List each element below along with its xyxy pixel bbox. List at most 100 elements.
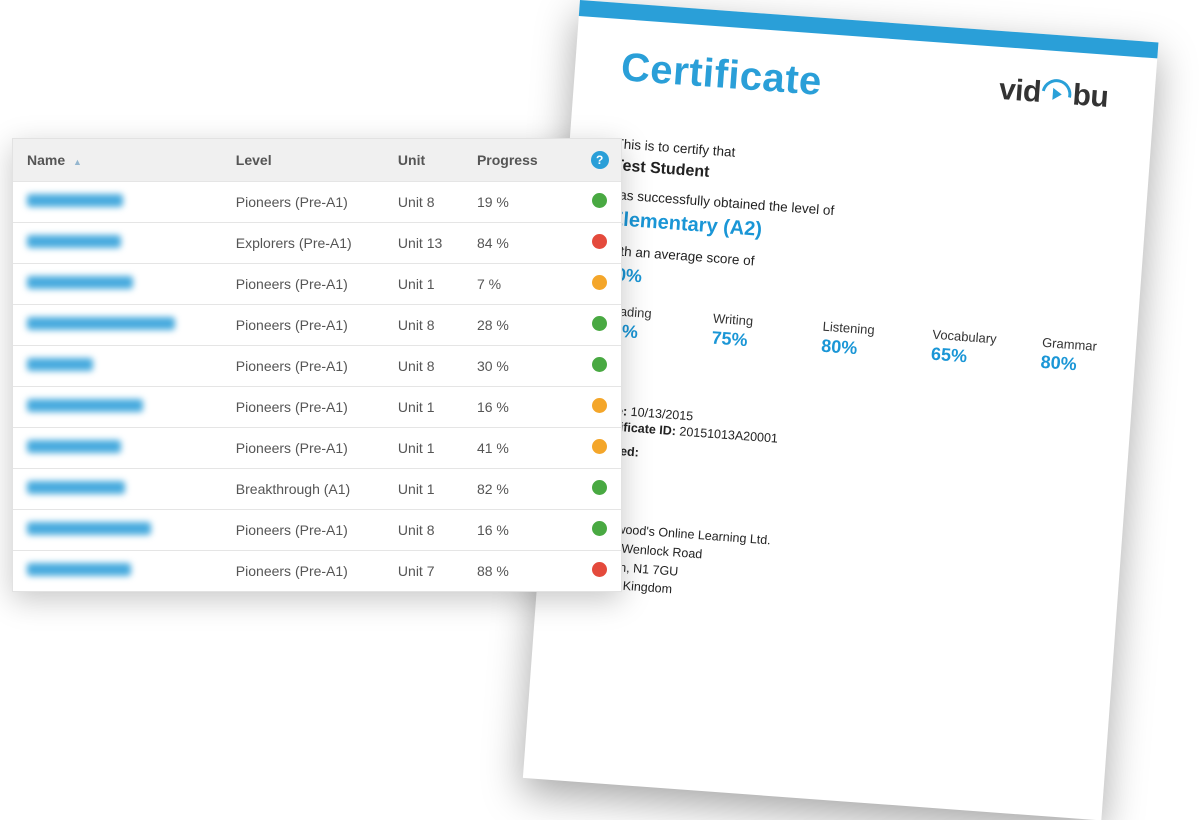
col-level[interactable]: Level [226,139,388,182]
blurred-name [27,522,151,535]
col-name-label: Name [27,152,65,168]
vidobu-logo: vid bu [998,73,1110,115]
cell-unit: Unit 1 [388,264,467,305]
table-row[interactable]: Pioneers (Pre-A1)Unit 788 % [13,551,621,592]
cell-progress: 16 % [467,387,578,428]
blurred-name [27,358,93,371]
cell-progress: 88 % [467,551,578,592]
blurred-name [27,481,125,494]
cell-name[interactable] [13,510,226,551]
table-row[interactable]: Pioneers (Pre-A1)Unit 141 % [13,428,621,469]
logo-text-right: bu [1071,78,1109,115]
cell-status [578,305,621,346]
cell-level: Pioneers (Pre-A1) [226,551,388,592]
cell-unit: Unit 7 [388,551,467,592]
cell-progress: 84 % [467,223,578,264]
cell-level: Pioneers (Pre-A1) [226,346,388,387]
status-dot-icon [592,521,607,536]
cell-progress: 16 % [467,510,578,551]
cell-unit: Unit 8 [388,510,467,551]
blurred-name [27,440,121,453]
status-dot-icon [592,398,607,413]
col-name[interactable]: Name ▲ [13,139,226,182]
col-unit[interactable]: Unit [388,139,467,182]
cell-unit: Unit 13 [388,223,467,264]
cell-status [578,469,621,510]
help-icon[interactable]: ? [591,151,609,169]
logo-text-left: vid [998,73,1042,110]
play-icon [1041,78,1073,110]
table-row[interactable]: Breakthrough (A1)Unit 182 % [13,469,621,510]
cell-status [578,264,621,305]
cell-status [578,223,621,264]
cell-level: Pioneers (Pre-A1) [226,387,388,428]
cell-name[interactable] [13,346,226,387]
cell-status [578,387,621,428]
cell-name[interactable] [13,387,226,428]
cell-name[interactable] [13,305,226,346]
cell-level: Breakthrough (A1) [226,469,388,510]
status-dot-icon [592,193,607,208]
cell-name[interactable] [13,469,226,510]
blurred-name [27,235,121,248]
cell-level: Pioneers (Pre-A1) [226,182,388,223]
cell-name[interactable] [13,264,226,305]
cell-progress: 28 % [467,305,578,346]
status-dot-icon [592,234,607,249]
cell-unit: Unit 1 [388,469,467,510]
table-row[interactable]: Pioneers (Pre-A1)Unit 116 % [13,387,621,428]
progress-table: Name ▲ Level Unit Progress ? Pioneers (P… [13,139,621,591]
cell-status [578,346,621,387]
col-progress[interactable]: Progress [467,139,578,182]
cell-name[interactable] [13,551,226,592]
cell-name[interactable] [13,223,226,264]
cell-progress: 19 % [467,182,578,223]
col-progress-label: Progress [477,152,538,168]
table-row[interactable]: Explorers (Pre-A1)Unit 1384 % [13,223,621,264]
cell-level: Pioneers (Pre-A1) [226,510,388,551]
col-help[interactable]: ? [578,139,621,182]
cell-status [578,182,621,223]
cell-name[interactable] [13,428,226,469]
cell-status [578,428,621,469]
table-row[interactable]: Pioneers (Pre-A1)Unit 828 % [13,305,621,346]
table-row[interactable]: Pioneers (Pre-A1)Unit 819 % [13,182,621,223]
cell-unit: Unit 8 [388,305,467,346]
cell-progress: 41 % [467,428,578,469]
col-unit-label: Unit [398,152,425,168]
blurred-name [27,194,123,207]
cell-level: Pioneers (Pre-A1) [226,305,388,346]
cell-level: Pioneers (Pre-A1) [226,428,388,469]
status-dot-icon [592,562,607,577]
cell-level: Pioneers (Pre-A1) [226,264,388,305]
score-block: Grammar80% [1040,335,1123,379]
sort-asc-icon: ▲ [73,157,82,167]
blurred-name [27,276,133,289]
certificate-title: Certificate [620,45,824,105]
status-dot-icon [592,275,607,290]
status-dot-icon [592,357,607,372]
status-dot-icon [592,316,607,331]
blurred-name [27,399,143,412]
table-row[interactable]: Pioneers (Pre-A1)Unit 830 % [13,346,621,387]
cell-status [578,551,621,592]
blurred-name [27,317,175,330]
cell-progress: 7 % [467,264,578,305]
table-row[interactable]: Pioneers (Pre-A1)Unit 17 % [13,264,621,305]
blurred-name [27,563,131,576]
table-row[interactable]: Pioneers (Pre-A1)Unit 816 % [13,510,621,551]
cell-status [578,510,621,551]
col-level-label: Level [236,152,272,168]
score-block: Writing75% [711,311,794,355]
cell-unit: Unit 8 [388,182,467,223]
cell-unit: Unit 1 [388,387,467,428]
cell-level: Explorers (Pre-A1) [226,223,388,264]
cell-unit: Unit 8 [388,346,467,387]
score-block: Vocabulary65% [930,327,1013,371]
cell-progress: 30 % [467,346,578,387]
cell-name[interactable] [13,182,226,223]
cell-progress: 82 % [467,469,578,510]
status-dot-icon [592,480,607,495]
cell-unit: Unit 1 [388,428,467,469]
status-dot-icon [592,439,607,454]
